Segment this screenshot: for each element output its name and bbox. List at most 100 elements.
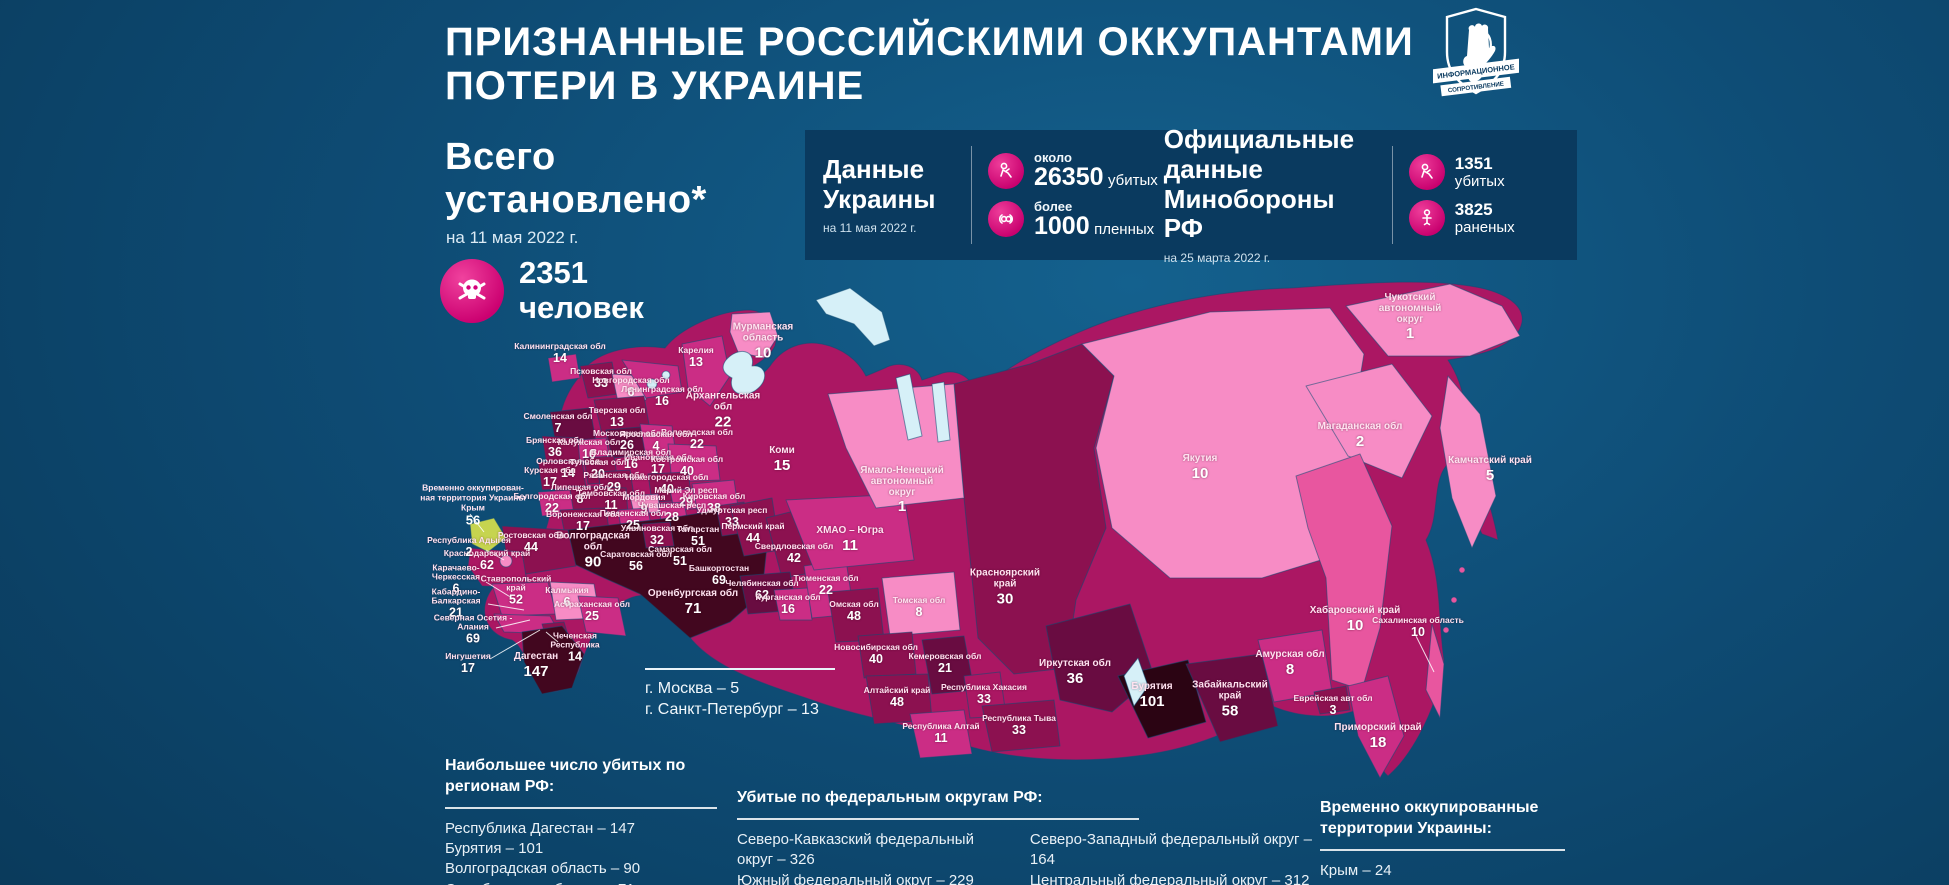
region-name: Ярославская обл: [619, 429, 693, 440]
map-region-label: Пензенская обл 25: [587, 508, 679, 533]
region-value: 62: [755, 588, 769, 603]
total-date: на 11 мая 2022 г.: [446, 228, 579, 247]
mod-killed-number: 1351: [1454, 153, 1493, 173]
total-number: 2351: [519, 255, 588, 290]
region-value: 20: [591, 467, 605, 482]
region-name: Вологодская обл: [660, 427, 734, 438]
region-name: Тверская обл: [588, 405, 646, 416]
ua-killed-number: 26350: [1034, 163, 1104, 192]
region-value: 2: [465, 545, 473, 560]
region-name: Татарстан: [676, 524, 720, 535]
list-item: Южный федеральный округ – 229: [737, 871, 974, 885]
region-value: 21: [938, 661, 952, 676]
ua-killed-qualifier: около: [1034, 150, 1072, 166]
map-region-label: Вологодская обл 22: [651, 427, 743, 452]
region-value: 52: [509, 592, 523, 607]
region-name: Кабардино-Балкарская: [431, 586, 481, 606]
map-region-label: Еврейская авт обл 3: [1287, 693, 1379, 718]
region-value: 15: [773, 456, 791, 474]
region-value: 14: [553, 351, 567, 366]
map-region-label: Оренбургская обл 71: [647, 588, 739, 617]
map-region-label: Чеченская Республика 14: [529, 631, 621, 665]
region-name: Калужская обл: [557, 437, 621, 448]
region-value: 17: [543, 475, 557, 490]
region-value: 11: [604, 498, 618, 513]
region-name: Курганская обл: [755, 592, 821, 603]
map-region-label: Псковская обл 33: [555, 366, 647, 391]
region-value: 40: [660, 482, 674, 497]
region-name: Ингушетия: [445, 651, 491, 662]
map-region-label: Республика Тыва 33: [973, 713, 1065, 738]
region-name: Ростовская обл: [497, 530, 565, 541]
map-region-label: Костромская обл 40: [641, 454, 733, 479]
mod-killed-unit: убитых: [1454, 173, 1505, 191]
map-region-label: Курская обл 17: [504, 465, 596, 490]
information-resistance-logo: ИНФОРМАЦИОННОЕ СОПРОТИВЛЕНИЕ: [1430, 6, 1522, 106]
map-region-label: Ленинградская обл 16: [616, 384, 708, 409]
map-region-label: Орловская обл 14: [522, 456, 614, 481]
region-name: Саратовская обл: [600, 549, 672, 560]
region-name: Башкортостан: [688, 563, 750, 574]
region-value: 2: [1355, 432, 1365, 450]
region-value: 48: [890, 695, 904, 710]
region-value: 69: [466, 631, 480, 646]
map-region-label: Ивановская обл 17: [612, 452, 704, 477]
region-name: Северная Осетия - Алания: [433, 612, 513, 632]
mod-wounded-number: 3825: [1454, 199, 1493, 219]
map-region-label: Калининградская обл 14: [514, 341, 606, 366]
region-name: Красноярский край: [969, 567, 1041, 590]
list-item: Севастополь – 32: [1320, 881, 1582, 885]
map-region-label: Брянская обл 36: [509, 435, 601, 460]
region-name: Смоленская обл: [523, 411, 593, 422]
region-value: 40: [869, 652, 883, 667]
region-value: 28: [665, 510, 679, 525]
federal-districts-header: Убитые по федеральным округам РФ:: [737, 788, 1139, 820]
region-name: Новосибирская обл: [834, 642, 918, 653]
spb-note-line: г. Санкт-Петербург – 13: [645, 700, 819, 718]
map-region-label: Якутия 10: [1154, 453, 1246, 482]
map-region-label: Тульская обл 20: [552, 457, 644, 482]
map-region-label: Ульяновская обл 32: [611, 523, 703, 548]
region-name: Рязанская обл: [583, 470, 645, 481]
ua-captured-stat: более 1000 пленных: [988, 200, 1158, 239]
region-name: Мордовия: [622, 492, 666, 503]
region-value: 5: [1485, 466, 1495, 484]
map-region-label: Татарстан 51: [652, 524, 744, 549]
occupied-territories-header: Временно оккупированные территории Украи…: [1320, 798, 1565, 851]
wounded-icon: [1408, 199, 1445, 236]
region-value: 10: [754, 344, 772, 362]
region-value: 10: [1346, 616, 1364, 634]
region-name: Липецкая обл: [550, 482, 610, 493]
region-value: 29: [679, 495, 693, 510]
region-name: Ивановская обл: [624, 452, 692, 463]
region-name: Костромская обл: [650, 454, 724, 465]
region-value: 32: [650, 533, 664, 548]
region-name: Пермский край: [721, 521, 785, 532]
map-region-label: Амурская обл 8: [1244, 649, 1336, 678]
map-region-label: Иркутская обл 36: [1029, 658, 1121, 687]
region-value: 14: [561, 466, 575, 481]
region-name: Магаданская обл: [1317, 421, 1403, 433]
captured-icon: [988, 201, 1024, 238]
region-value: 17: [461, 661, 475, 676]
ua-captured-number: 1000: [1034, 211, 1090, 240]
region-name: Кемеровская обл: [908, 651, 982, 662]
region-value: 38: [707, 501, 721, 516]
map-region-label: Камчатский край 5: [1444, 455, 1536, 484]
region-value: 22: [714, 413, 732, 431]
map-region-label: Чукотский автономный округ 1: [1364, 292, 1456, 343]
moscow-note-line: г. Москва – 5: [645, 680, 740, 697]
map-region-label: Мордовия 9: [598, 492, 690, 517]
region-value: 26: [620, 438, 634, 453]
region-name: Свердловская обл: [754, 541, 834, 552]
map-region-label: Кемеровская обл 21: [899, 651, 991, 676]
region-name: Удмуртская респ: [696, 505, 768, 516]
map-region-label: Забайкальский край 58: [1184, 680, 1276, 720]
region-value: 101: [1139, 692, 1165, 710]
mod-killed-stat: 1351 убитых: [1408, 153, 1515, 191]
ua-stats: около 26350 убитых более 1000 пленных: [988, 151, 1158, 239]
region-name: Еврейская авт обл: [1293, 693, 1373, 704]
list-item: Республика Дагестан – 147: [445, 819, 635, 837]
ua-source: Данные Украины на 11 мая 2022 г.: [823, 154, 955, 236]
region-name: Архангельская обл: [685, 390, 761, 413]
